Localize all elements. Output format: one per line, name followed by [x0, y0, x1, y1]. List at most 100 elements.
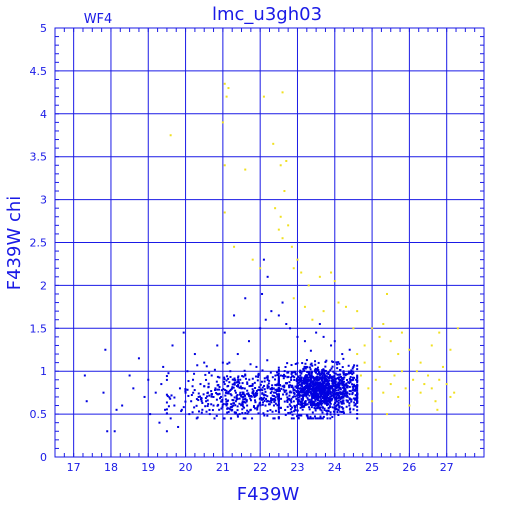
blue-data-point [298, 381, 301, 384]
yellow-data-point [408, 348, 411, 351]
blue-data-point [288, 394, 291, 397]
yellow-data-point [363, 344, 366, 347]
blue-data-point [335, 404, 338, 407]
blue-data-point [295, 390, 298, 393]
yellow-data-point [404, 387, 407, 390]
blue-data-point [222, 388, 225, 391]
blue-data-point [342, 390, 345, 393]
blue-data-point [207, 382, 210, 385]
yellow-data-point [303, 305, 306, 308]
blue-data-point [316, 404, 319, 407]
blue-data-point [236, 385, 239, 388]
blue-data-point [288, 403, 291, 406]
y-tick-label: 3.5 [30, 151, 48, 164]
blue-data-point [310, 398, 313, 401]
blue-data-point [314, 417, 317, 420]
blue-data-point [240, 403, 243, 406]
blue-data-point [332, 390, 335, 393]
blue-data-point [297, 378, 300, 381]
blue-data-point [277, 398, 280, 401]
blue-data-point [339, 382, 342, 385]
blue-data-point [315, 368, 318, 371]
blue-data-point [283, 400, 286, 403]
blue-data-point [283, 390, 286, 393]
blue-data-point [259, 327, 262, 330]
blue-data-point [180, 408, 183, 411]
blue-data-point [305, 382, 308, 385]
blue-data-point [311, 394, 314, 397]
blue-data-point [308, 388, 311, 391]
blue-data-point [351, 383, 354, 386]
blue-data-point [341, 380, 344, 383]
blue-data-point [336, 403, 339, 406]
blue-data-point [319, 408, 322, 411]
yellow-data-point [386, 292, 389, 295]
blue-data-point [310, 388, 313, 391]
blue-data-point [254, 395, 257, 398]
blue-data-point [313, 379, 316, 382]
blue-data-point [353, 384, 356, 387]
blue-data-point [303, 369, 306, 372]
blue-data-point [310, 399, 313, 402]
yellow-data-point [290, 245, 293, 248]
blue-data-point [282, 388, 285, 391]
blue-data-point [263, 388, 266, 391]
blue-data-point [244, 397, 247, 400]
yellow-data-point [337, 301, 340, 304]
yellow-data-point [307, 284, 310, 287]
x-tick-label: 25 [365, 461, 379, 474]
blue-data-point [234, 412, 237, 415]
blue-data-point [337, 378, 340, 381]
blue-data-point [323, 382, 326, 385]
blue-data-point [347, 364, 350, 367]
blue-data-point [165, 393, 168, 396]
blue-data-point [283, 385, 286, 388]
blue-data-point [193, 353, 196, 356]
blue-data-point [339, 393, 342, 396]
blue-data-point [300, 377, 303, 380]
blue-data-point [351, 367, 354, 370]
blue-data-point [320, 382, 323, 385]
blue-data-point [221, 398, 224, 401]
blue-data-point [256, 392, 259, 395]
blue-data-point [322, 368, 325, 371]
y-axis-label: F439W chi [4, 196, 25, 291]
blue-data-point [340, 410, 343, 413]
blue-data-point [220, 389, 223, 392]
blue-data-point [315, 392, 318, 395]
blue-data-point [243, 401, 246, 404]
blue-data-point [305, 414, 308, 417]
yellow-data-point [359, 374, 362, 377]
blue-data-point [233, 396, 236, 399]
blue-data-point [215, 414, 218, 417]
blue-data-point [188, 413, 191, 416]
yellow-data-point [436, 408, 439, 411]
blue-data-point [182, 406, 185, 409]
blue-data-point [302, 368, 305, 371]
blue-data-point [340, 377, 343, 380]
blue-data-point [165, 412, 168, 415]
blue-data-point [223, 331, 226, 334]
blue-data-point [258, 386, 261, 389]
blue-data-point [323, 398, 326, 401]
blue-data-point [333, 391, 336, 394]
blue-data-point [307, 385, 310, 388]
yellow-data-point [400, 331, 403, 334]
blue-data-point [233, 411, 236, 414]
blue-data-point [298, 383, 301, 386]
blue-data-point [344, 389, 347, 392]
blue-data-point [340, 402, 343, 405]
blue-data-point [321, 395, 324, 398]
blue-data-point [308, 374, 311, 377]
blue-data-point [328, 397, 331, 400]
blue-data-point [267, 382, 270, 385]
blue-data-point [313, 396, 316, 399]
blue-data-point [241, 401, 244, 404]
blue-data-point [310, 362, 313, 365]
blue-data-point [85, 400, 88, 403]
yellow-data-point [262, 95, 265, 98]
blue-data-point [331, 406, 334, 409]
blue-data-point [311, 404, 314, 407]
blue-data-point [215, 392, 218, 395]
blue-data-point [323, 397, 326, 400]
